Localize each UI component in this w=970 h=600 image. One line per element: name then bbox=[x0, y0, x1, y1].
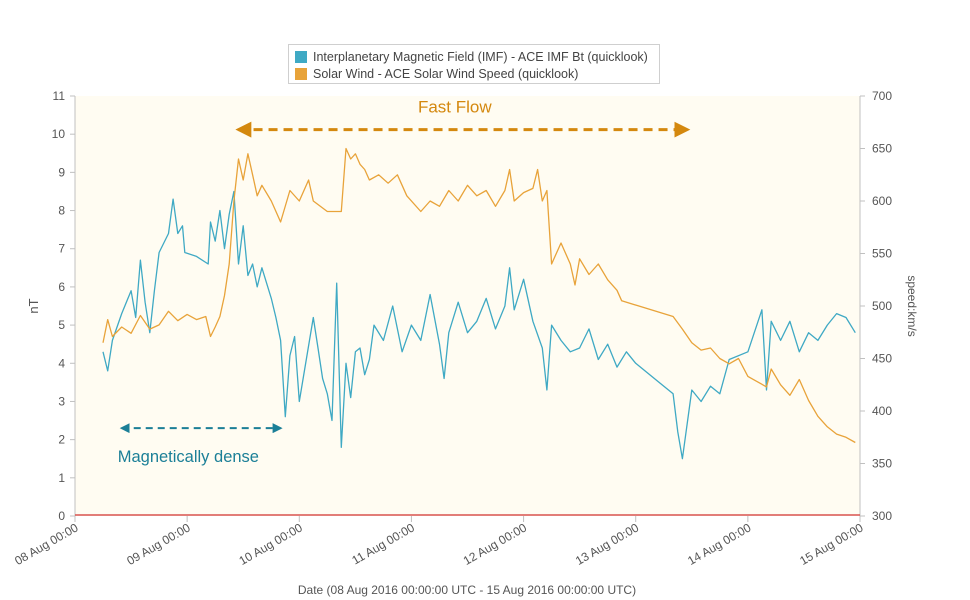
y-left-tick-label: 4 bbox=[58, 356, 65, 370]
y-left-tick-label: 1 bbox=[58, 471, 65, 485]
plot-area bbox=[75, 96, 860, 516]
legend-item-solar-wind[interactable]: Solar Wind - ACE Solar Wind Speed (quick… bbox=[295, 65, 653, 82]
y-right-tick-label: 450 bbox=[872, 352, 892, 366]
y-left-tick-label: 10 bbox=[52, 127, 66, 141]
x-tick-label: 12 Aug 00:00 bbox=[461, 520, 530, 568]
x-axis-ticks: 08 Aug 00:00 09 Aug 00:00 10 Aug 00:00 11 A… bbox=[12, 516, 866, 568]
y-left-tick-label: 5 bbox=[58, 318, 65, 332]
series-line-imf-bt bbox=[102, 190, 856, 460]
legend-item-imf[interactable]: Interplanetary Magnetic Field (IMF) - AC… bbox=[295, 48, 653, 65]
y-left-tick-label: 6 bbox=[58, 280, 65, 294]
series-layer bbox=[102, 147, 856, 460]
y-axis-label-left: nT bbox=[26, 298, 41, 313]
y-left-tick-label: 11 bbox=[53, 89, 66, 103]
y-right-tick-label: 600 bbox=[872, 194, 892, 208]
left-axis-ticks: 0 1 2 3 4 5 6 7 8 9 10 11 bbox=[52, 89, 75, 523]
x-axis-label: Date (08 Aug 2016 00:00:00 UTC - 15 Aug … bbox=[298, 583, 636, 597]
y-right-tick-label: 350 bbox=[872, 457, 892, 471]
y-right-tick-label: 550 bbox=[872, 247, 892, 261]
legend-swatch-imf bbox=[295, 50, 307, 63]
y-left-tick-label: 0 bbox=[58, 509, 65, 523]
x-tick-label: 13 Aug 00:00 bbox=[573, 520, 642, 568]
y-right-tick-label: 700 bbox=[872, 89, 892, 103]
y-right-tick-label: 650 bbox=[872, 142, 892, 156]
x-tick-label: 09 Aug 00:00 bbox=[124, 520, 193, 568]
legend-label-solar-wind: Solar Wind - ACE Solar Wind Speed (quick… bbox=[313, 66, 579, 81]
fast-flow-label: Fast Flow bbox=[418, 98, 492, 117]
legend-label-imf: Interplanetary Magnetic Field (IMF) - AC… bbox=[313, 49, 648, 64]
annotation-layer: Fast Flow Magnetically dense bbox=[118, 98, 691, 466]
y-left-tick-label: 3 bbox=[58, 394, 65, 408]
right-axis-ticks: 300 350 400 450 500 550 600 650 700 bbox=[860, 89, 892, 523]
y-left-tick-label: 8 bbox=[58, 204, 65, 218]
y-axis-label-right: speed:km/s bbox=[905, 275, 919, 336]
magnetically-dense-label: Magnetically dense bbox=[118, 448, 259, 466]
y-right-tick-label: 400 bbox=[872, 404, 892, 418]
x-tick-label: 08 Aug 00:00 bbox=[12, 520, 81, 568]
x-tick-label: 11 Aug 00:00 bbox=[349, 520, 417, 567]
y-right-tick-label: 500 bbox=[872, 299, 892, 313]
y-left-tick-label: 7 bbox=[58, 242, 65, 256]
legend[interactable]: Interplanetary Magnetic Field (IMF) - AC… bbox=[288, 44, 660, 84]
x-tick-label: 10 Aug 00:00 bbox=[237, 520, 306, 568]
y-left-tick-label: 9 bbox=[58, 165, 65, 179]
x-tick-label: 15 Aug 00:00 bbox=[797, 520, 866, 568]
x-tick-label: 14 Aug 00:00 bbox=[685, 520, 754, 568]
y-right-tick-label: 300 bbox=[872, 509, 892, 523]
series-line-solar-wind-speed bbox=[102, 147, 856, 444]
legend-swatch-solar-wind bbox=[295, 67, 307, 80]
y-left-tick-label: 2 bbox=[58, 433, 65, 447]
